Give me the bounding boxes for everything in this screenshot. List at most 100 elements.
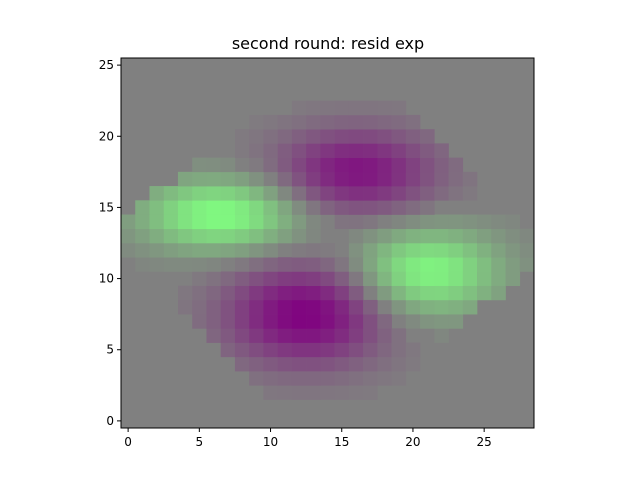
heatmap-cell	[192, 285, 207, 301]
heatmap-cell	[177, 186, 193, 201]
heatmap-cell	[163, 200, 179, 215]
heatmap-cell	[291, 100, 307, 116]
heatmap-cell	[177, 243, 193, 258]
heatmap-cell	[206, 285, 221, 301]
heatmap-cell	[177, 257, 193, 272]
heatmap-cell	[206, 228, 221, 244]
heatmap-cell	[405, 285, 421, 301]
heatmap-cell	[477, 243, 492, 258]
heatmap-cell	[277, 157, 293, 173]
heatmap-cell	[434, 314, 449, 329]
heatmap-cell	[334, 143, 350, 158]
heatmap-cell	[163, 228, 179, 244]
heatmap-cell	[448, 228, 464, 244]
heatmap-cell	[434, 271, 449, 286]
heatmap-cell	[263, 299, 278, 315]
heatmap-cell	[462, 257, 478, 272]
heatmap-cell	[277, 257, 293, 272]
heatmap-cell	[220, 228, 236, 244]
heatmap-cell	[306, 228, 321, 244]
heatmap-cell	[320, 157, 335, 173]
heatmap-cell	[220, 243, 236, 258]
heatmap-cell	[377, 371, 392, 386]
y-tick-label: 15	[99, 200, 114, 214]
heatmap-cell	[234, 271, 250, 286]
heatmap-cell	[348, 157, 364, 173]
heatmap-cell	[448, 186, 464, 201]
heatmap-cell	[377, 356, 392, 372]
heatmap-cell	[192, 200, 207, 215]
heatmap-cell	[206, 171, 221, 187]
heatmap-cell	[291, 385, 307, 400]
heatmap-cell	[263, 228, 278, 244]
heatmap-cell	[320, 271, 335, 286]
heatmap-cell	[320, 314, 335, 329]
heatmap-cell	[363, 314, 378, 329]
heatmap-cell	[277, 342, 293, 358]
heatmap-cell	[334, 371, 350, 386]
heatmap-cell	[405, 342, 421, 358]
heatmap-cell	[220, 200, 236, 215]
heatmap-cell	[234, 285, 250, 301]
heatmap-cell	[434, 157, 449, 173]
heatmap-cell	[477, 228, 492, 244]
heatmap-cell	[192, 257, 207, 272]
y-tick-label: 5	[106, 343, 114, 357]
heatmap-cell	[306, 299, 321, 315]
heatmap-cell	[434, 214, 449, 230]
heatmap-cell	[149, 243, 165, 258]
heatmap-cell	[206, 243, 221, 258]
heatmap-cell	[363, 271, 378, 286]
heatmap-cell	[220, 186, 236, 201]
heatmap-cell	[263, 271, 278, 286]
heatmap-cell	[334, 157, 350, 173]
heatmap-cell	[363, 129, 378, 144]
heatmap-cell	[291, 186, 307, 201]
heatmap-cell	[377, 171, 392, 187]
heatmap-cell	[448, 299, 464, 315]
heatmap-cell	[348, 328, 364, 343]
heatmap-cell	[249, 129, 264, 144]
heatmap-cell	[462, 243, 478, 258]
heatmap-cell	[391, 214, 407, 230]
heatmap-cell	[363, 356, 378, 372]
heatmap-cell	[234, 200, 250, 215]
heatmap-cell	[462, 299, 478, 315]
heatmap-cell	[291, 328, 307, 343]
heatmap-cell	[277, 214, 293, 230]
heatmap-cell	[420, 243, 435, 258]
heatmap-cell	[306, 314, 321, 329]
heatmap-cell	[263, 342, 278, 358]
heatmap-cell	[277, 328, 293, 343]
heatmap-cell	[448, 271, 464, 286]
heatmap-cell	[334, 342, 350, 358]
heatmap-cell	[334, 100, 350, 116]
heatmap-cell	[291, 214, 307, 230]
heatmap-cell	[206, 328, 221, 343]
heatmap-cell	[434, 299, 449, 315]
heatmap-cell	[291, 129, 307, 144]
heatmap-cell	[320, 243, 335, 258]
heatmap-cell	[277, 171, 293, 187]
heatmap-cell	[192, 186, 207, 201]
heatmap-cell	[377, 129, 392, 144]
heatmap-cell	[320, 129, 335, 144]
heatmap-cell	[462, 214, 478, 230]
heatmap-cell	[477, 271, 492, 286]
heatmap-cell	[348, 314, 364, 329]
heatmap-cell	[249, 356, 264, 372]
heatmap-cell	[135, 228, 150, 244]
heatmap-cell	[491, 285, 506, 301]
heatmap-cell	[348, 243, 364, 258]
heatmap-cell	[249, 285, 264, 301]
heatmap-cell	[277, 271, 293, 286]
heatmap-cell	[291, 356, 307, 372]
heatmap-cell	[306, 186, 321, 201]
heatmap-cell	[334, 257, 350, 272]
heatmap-cell	[391, 328, 407, 343]
heatmap-cell	[234, 214, 250, 230]
heatmap-cell	[291, 243, 307, 258]
heatmap-cell	[505, 271, 521, 286]
heatmap-cell	[263, 200, 278, 215]
heatmap-cell	[391, 143, 407, 158]
